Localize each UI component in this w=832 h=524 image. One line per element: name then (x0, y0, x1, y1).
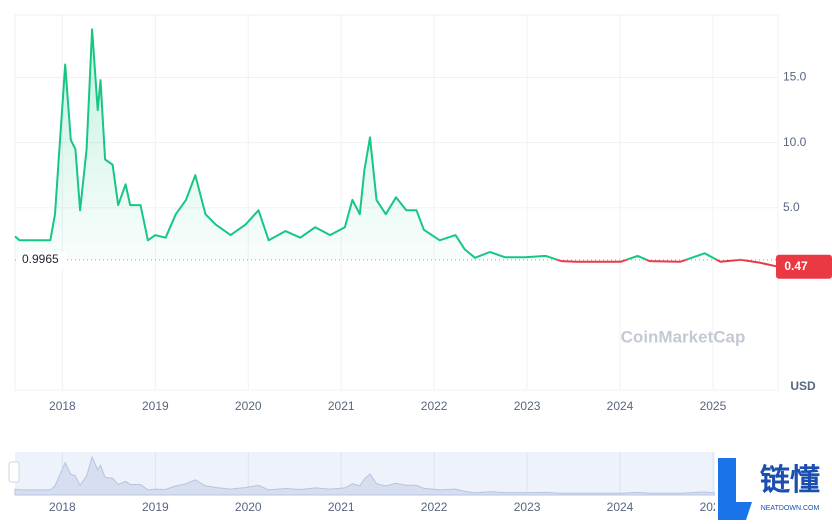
navigator-x-tick-label: 2020 (235, 500, 262, 514)
navigator-x-tick-label: 2023 (514, 500, 541, 514)
plot-frame (14, 14, 779, 391)
reference-label: 0.9965 (22, 252, 59, 266)
navigator-plot: 2018 2019 2020 2021 2022 2023 2024 2025 (14, 452, 779, 514)
logo-mark (718, 458, 752, 520)
area (15, 29, 778, 267)
reference-label-bg (18, 251, 66, 268)
navigator-x-tick-label: 2024 (607, 500, 634, 514)
x-tick-label: 2020 (235, 399, 262, 413)
grid: 5.0 10.0 15.0 2018 2019 2020 2021 2022 2023 2024 2… (15, 15, 807, 413)
unit-label: USD (790, 379, 816, 393)
x-tick-label: 2024 (607, 399, 634, 413)
navigator-x-tick-label: 2022 (421, 500, 448, 514)
x-tick-label: 2018 (49, 399, 76, 413)
navigator-x-tick-label: 2019 (142, 500, 169, 514)
navigator-x-tick-label: 2018 (49, 500, 76, 514)
price-line (14, 28, 779, 268)
x-tick-label: 2022 (421, 399, 448, 413)
y-tick-label: 10.0 (783, 135, 807, 149)
x-tick-label: 2021 (328, 399, 355, 413)
last-price-label: 0.47 (784, 259, 808, 273)
logo-subtitle: NEATDOWN.COM (761, 505, 820, 512)
x-tick-label: 2019 (142, 399, 169, 413)
plot: 0.9965 0.47 (14, 28, 832, 279)
logo-title: 链懂 (760, 463, 820, 497)
x-tick-label: 2025 (700, 399, 727, 413)
navigator-handle[interactable] (8, 461, 20, 483)
y-tick-label: 15.0 (783, 70, 807, 84)
y-tick-label: 5.0 (783, 200, 800, 214)
navigator-x-tick-label: 2021 (328, 500, 355, 514)
x-tick-label: 2023 (514, 399, 541, 413)
last-price-badge (776, 254, 832, 279)
watermark: CoinMarketCap (621, 327, 746, 346)
navigator-area (14, 455, 779, 496)
